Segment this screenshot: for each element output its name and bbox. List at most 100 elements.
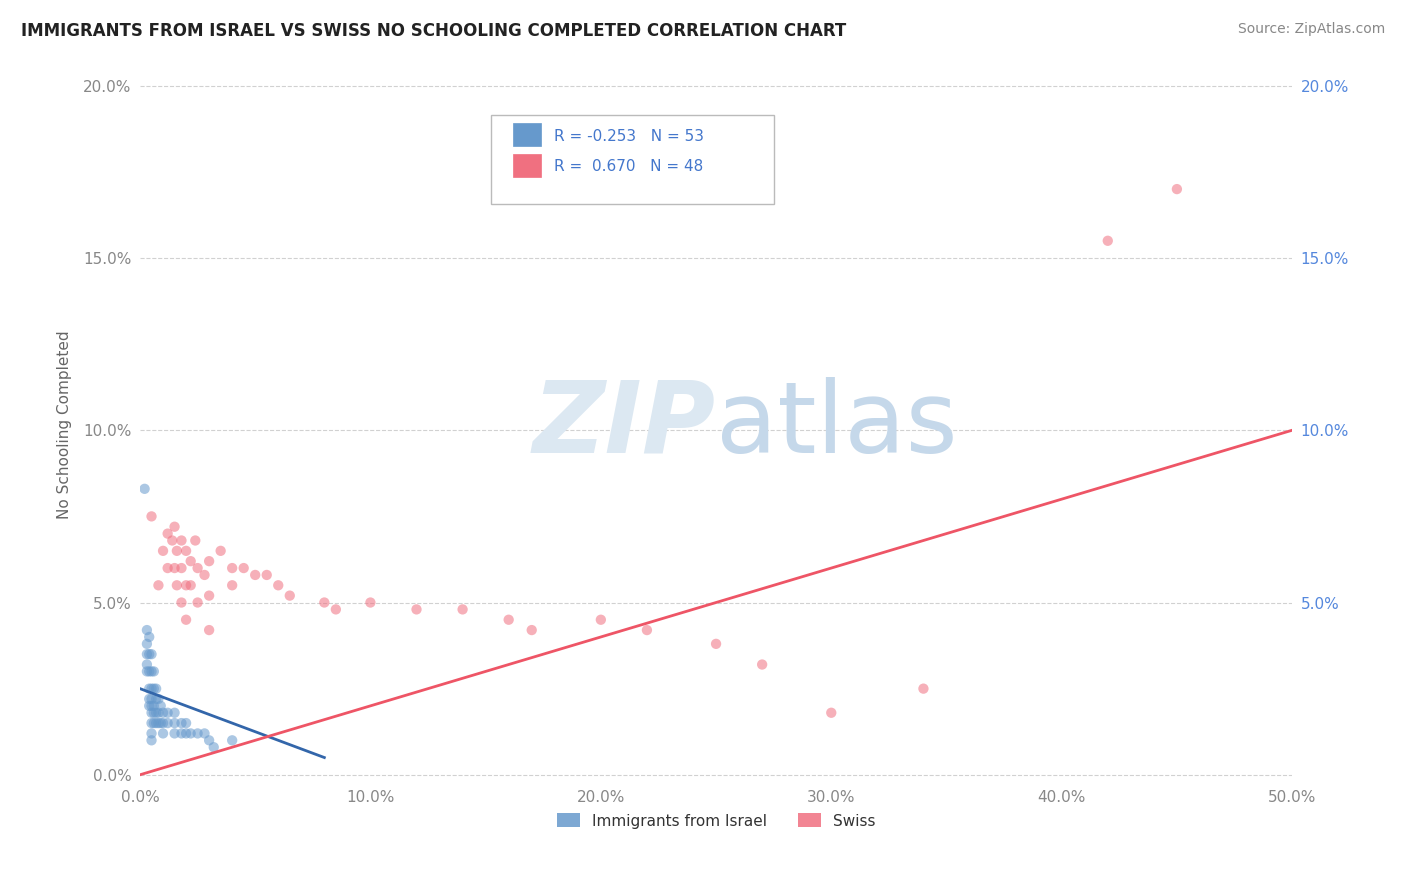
Point (174, 578, 197, 592)
Point (141, 647, 163, 661)
Point (180, 726, 202, 740)
Point (141, 698, 163, 713)
Point (314, 595, 336, 609)
Point (202, 740, 225, 755)
Point (141, 665, 163, 679)
Text: IMMIGRANTS FROM ISRAEL VS SWISS NO SCHOOLING COMPLETED CORRELATION CHART: IMMIGRANTS FROM ISRAEL VS SWISS NO SCHOO… (21, 22, 846, 40)
Point (156, 706, 179, 720)
Point (145, 681, 167, 696)
Point (180, 554, 202, 568)
Text: Source: ZipAtlas.com: Source: ZipAtlas.com (1237, 22, 1385, 37)
Point (142, 706, 165, 720)
Point (498, 613, 520, 627)
Point (135, 657, 157, 672)
Point (135, 665, 157, 679)
Point (325, 602, 347, 616)
Point (187, 595, 209, 609)
Point (134, 482, 156, 496)
Point (451, 602, 474, 616)
Point (174, 613, 197, 627)
Point (198, 733, 221, 747)
Point (232, 561, 254, 575)
Point (138, 630, 160, 644)
Point (156, 561, 179, 575)
Point (142, 698, 165, 713)
Point (751, 657, 773, 672)
Point (141, 692, 163, 706)
Point (174, 716, 197, 731)
Point (138, 681, 160, 696)
Point (148, 716, 170, 731)
Point (148, 692, 170, 706)
Text: atlas: atlas (716, 376, 957, 474)
Point (141, 716, 163, 731)
Point (142, 681, 165, 696)
Point (170, 595, 193, 609)
Point (163, 561, 186, 575)
Point (152, 706, 174, 720)
Point (138, 647, 160, 661)
Point (141, 706, 163, 720)
Point (267, 578, 290, 592)
Point (170, 726, 193, 740)
Point (170, 533, 193, 548)
Point (142, 716, 165, 731)
Point (170, 561, 193, 575)
Point (198, 623, 221, 637)
Point (174, 726, 197, 740)
Point (166, 578, 188, 592)
Point (1097, 234, 1119, 248)
Point (256, 568, 278, 582)
Point (170, 716, 193, 731)
Point (187, 726, 209, 740)
Point (209, 544, 232, 558)
Point (145, 716, 167, 731)
Point (221, 561, 243, 575)
FancyBboxPatch shape (513, 123, 541, 146)
Point (245, 568, 267, 582)
Point (198, 589, 221, 603)
FancyBboxPatch shape (491, 115, 773, 204)
Point (193, 568, 215, 582)
Point (135, 647, 157, 661)
FancyBboxPatch shape (513, 153, 541, 177)
Point (163, 726, 186, 740)
Point (166, 544, 188, 558)
Point (405, 602, 427, 616)
Legend: Immigrants from Israel, Swiss: Immigrants from Israel, Swiss (551, 807, 882, 835)
Point (359, 595, 381, 609)
Point (163, 519, 186, 533)
Text: R = -0.253   N = 53: R = -0.253 N = 53 (554, 128, 703, 144)
Point (221, 733, 243, 747)
Point (193, 726, 215, 740)
Y-axis label: No Schooling Completed: No Schooling Completed (58, 331, 72, 519)
Point (184, 533, 207, 548)
Point (149, 716, 172, 731)
Point (135, 637, 157, 651)
Point (152, 726, 174, 740)
Point (163, 706, 186, 720)
Point (636, 623, 658, 637)
Point (589, 613, 612, 627)
Point (135, 623, 157, 637)
Point (187, 561, 209, 575)
Point (912, 681, 935, 696)
Point (162, 533, 184, 548)
Point (148, 578, 170, 592)
Point (278, 589, 301, 603)
Point (156, 716, 179, 731)
Point (520, 623, 543, 637)
Text: ZIP: ZIP (533, 376, 716, 474)
Point (138, 692, 160, 706)
Text: R =  0.670   N = 48: R = 0.670 N = 48 (554, 160, 703, 175)
Point (174, 544, 197, 558)
Point (138, 665, 160, 679)
Point (180, 578, 202, 592)
Point (156, 526, 179, 541)
Point (141, 733, 163, 747)
Point (145, 692, 167, 706)
Point (152, 544, 174, 558)
Point (820, 706, 842, 720)
Point (221, 578, 243, 592)
Point (138, 698, 160, 713)
